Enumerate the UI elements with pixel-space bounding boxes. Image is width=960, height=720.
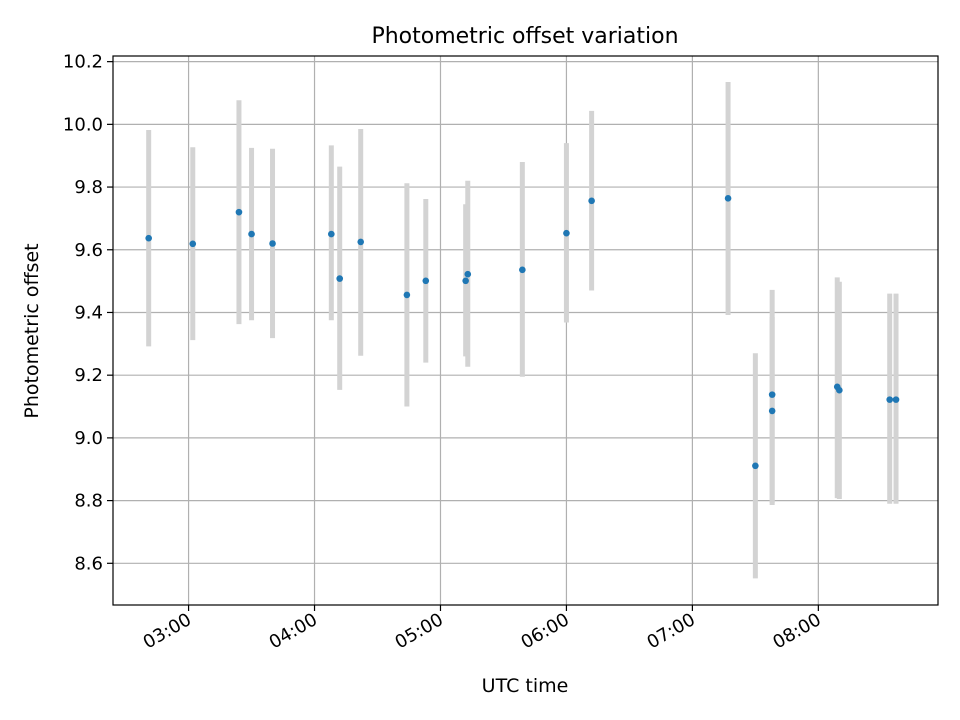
data-point	[724, 195, 732, 202]
data-point	[892, 396, 900, 403]
data-point	[328, 230, 335, 238]
data-point	[588, 197, 595, 205]
data-point	[768, 407, 776, 415]
y-axis-label: Photometric offset	[21, 243, 43, 418]
y-axis: 8.6 8.8 9.0 9.2 9.4 9.6 9.8 10.0 10.2	[63, 52, 113, 574]
y-tick-label: 9.2	[74, 365, 103, 386]
data-point	[836, 386, 843, 394]
data-point	[269, 240, 276, 247]
data-point	[464, 270, 472, 278]
y-tick-label: 9.4	[74, 302, 103, 323]
data-point	[189, 240, 197, 248]
data-point	[768, 391, 776, 398]
data-point	[248, 230, 255, 238]
plot-frame	[112, 55, 939, 606]
data-point	[519, 266, 526, 274]
data-point	[462, 277, 469, 285]
data-point	[336, 275, 344, 282]
x-axis-label: UTC time	[482, 675, 569, 697]
data-point	[403, 291, 411, 299]
data-point	[235, 208, 243, 216]
data-point	[145, 234, 152, 242]
chart-title: Photometric offset variation	[371, 24, 678, 49]
data-point	[422, 277, 430, 285]
data-point	[563, 229, 570, 237]
y-tick-label: 9.8	[74, 177, 103, 198]
y-tick-label: 10.0	[63, 114, 103, 135]
y-tick-label: 9.0	[74, 428, 103, 449]
y-tick-label: 9.6	[74, 240, 103, 261]
data-point	[886, 396, 894, 403]
data-points	[145, 195, 900, 470]
y-tick-label: 8.8	[74, 491, 103, 512]
y-tick-label: 10.2	[63, 52, 103, 73]
data-point	[357, 238, 365, 246]
data-point	[752, 462, 759, 470]
y-tick-label: 8.6	[74, 553, 103, 574]
